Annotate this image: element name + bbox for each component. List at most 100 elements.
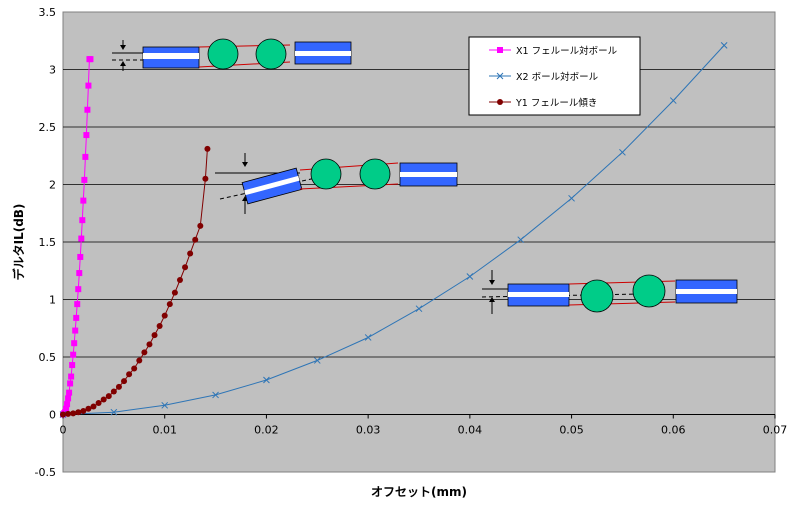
- data-point: [63, 405, 70, 412]
- data-point: [192, 236, 199, 243]
- y-tick-label: -0.5: [35, 466, 56, 479]
- data-point: [182, 264, 189, 271]
- y-tick-label: 1.5: [39, 236, 57, 249]
- data-point: [146, 341, 153, 348]
- y-tick-label: 3.5: [39, 6, 57, 19]
- data-point: [95, 400, 102, 406]
- legend-marker: [497, 47, 503, 53]
- data-point: [517, 236, 525, 244]
- data-point: [66, 389, 73, 396]
- data-point: [121, 378, 128, 385]
- data-point: [619, 148, 626, 156]
- x-tick-label: 0: [60, 424, 67, 437]
- y-tick-label: 2: [49, 179, 56, 192]
- data-point: [466, 273, 474, 280]
- series-1: [60, 56, 94, 418]
- legend-label: X2 ボール対ボール: [516, 71, 599, 83]
- y-axis-title: デルタIL(dB): [11, 204, 26, 281]
- data-point: [70, 410, 77, 417]
- x-tick-label: 0.02: [254, 424, 279, 437]
- y-tick-label: 2.5: [39, 121, 57, 134]
- legend-item: X2 ボール対ボール: [489, 71, 599, 83]
- data-point: [161, 312, 168, 319]
- diagram-x1-ferrule-ball: [112, 38, 352, 71]
- y-tick-label: 0.5: [39, 351, 57, 364]
- legend-marker: [497, 99, 503, 105]
- x-tick-label: 0.07: [763, 424, 788, 437]
- data-point: [75, 286, 82, 293]
- diagram-x2-ball-ball: [481, 270, 738, 314]
- diagram-y1-ferrule-tilt: [215, 153, 458, 214]
- data-point: [83, 132, 90, 139]
- data-point: [67, 380, 74, 387]
- data-point: [136, 357, 143, 364]
- series-2: [59, 41, 728, 418]
- grid: [62, 69, 776, 419]
- data-point: [87, 56, 94, 63]
- data-point: [568, 194, 575, 202]
- data-point: [202, 175, 209, 182]
- data-point: [720, 41, 728, 49]
- y-tick-label: 1: [49, 294, 56, 307]
- data-point: [84, 106, 91, 113]
- data-point: [75, 409, 82, 416]
- data-point: [263, 376, 270, 384]
- legend-item: Y1 フェルール傾き: [489, 97, 597, 109]
- x-tick-label: 0.06: [661, 424, 686, 437]
- legend-marker: [496, 72, 504, 80]
- legend-item: X1 フェルール対ボール: [489, 45, 618, 57]
- data-point: [85, 405, 92, 412]
- data-point: [313, 357, 321, 364]
- series-layer: [59, 41, 728, 418]
- data-point: [74, 301, 81, 308]
- data-point: [110, 408, 118, 416]
- data-point: [80, 197, 87, 204]
- data-point: [64, 401, 71, 408]
- data-point: [81, 176, 88, 183]
- legend-label: X1 フェルール対ボール: [516, 45, 618, 57]
- legend-label: Y1 フェルール傾き: [515, 97, 597, 109]
- data-point: [77, 253, 84, 260]
- data-point: [60, 411, 66, 418]
- x-tick-label: 0.05: [559, 424, 584, 437]
- data-point: [71, 340, 78, 347]
- data-point: [90, 403, 97, 410]
- data-point: [415, 305, 423, 313]
- data-point: [73, 314, 80, 321]
- data-point: [82, 153, 89, 160]
- data-point: [212, 391, 219, 399]
- x-axis-title: オフセット(mm): [371, 485, 467, 499]
- data-point: [70, 351, 77, 358]
- series-line: [62, 45, 725, 415]
- data-point: [105, 393, 112, 400]
- data-point: [65, 410, 72, 417]
- data-point: [68, 373, 75, 380]
- data-point: [78, 235, 85, 242]
- data-point: [76, 270, 83, 277]
- data-point: [364, 334, 372, 341]
- data-point: [204, 145, 211, 152]
- data-point: [166, 301, 173, 308]
- legend: X1 フェルール対ボール X2 ボール対ボール Y1 フェルール傾き: [468, 36, 641, 116]
- data-point: [156, 322, 163, 329]
- x-tick-label: 0.03: [356, 424, 381, 437]
- y-tick-label: 0: [49, 409, 56, 422]
- data-point: [197, 222, 204, 229]
- data-point: [85, 82, 92, 89]
- x-tick-label: 0.01: [152, 424, 177, 437]
- tick-labels: -0.5 0 0.5 1 1.5 2 2.5 3 3.5 0 0.01 0.02 0.03 0.04 0.0…: [35, 6, 788, 479]
- data-point: [176, 276, 183, 283]
- series-3: [60, 145, 211, 418]
- y-tick-label: 3: [49, 64, 56, 77]
- data-point: [110, 388, 117, 395]
- data-point: [65, 395, 72, 402]
- data-point: [126, 371, 133, 378]
- data-point: [187, 250, 194, 257]
- data-point: [141, 349, 148, 356]
- data-point: [151, 332, 158, 339]
- data-point: [115, 383, 122, 390]
- data-point: [79, 217, 86, 224]
- data-point: [80, 408, 87, 415]
- data-point: [69, 362, 76, 369]
